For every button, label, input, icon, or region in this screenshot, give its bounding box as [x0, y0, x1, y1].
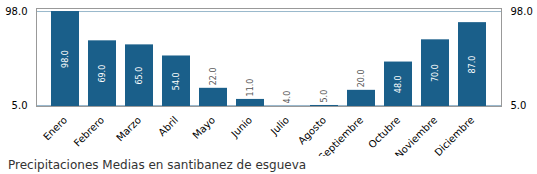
- svg-text:Diciembre: Diciembre: [432, 114, 476, 156]
- svg-text:48.0: 48.0: [394, 75, 403, 93]
- svg-text:69.0: 69.0: [98, 65, 107, 83]
- svg-text:Mayo: Mayo: [190, 114, 217, 141]
- svg-text:Junio: Junio: [228, 114, 254, 140]
- svg-text:Octubre: Octubre: [366, 114, 402, 150]
- svg-text:Abril: Abril: [156, 114, 180, 138]
- svg-text:98.0: 98.0: [511, 6, 533, 17]
- svg-text:11.0: 11.0: [246, 79, 255, 97]
- svg-text:Febrero: Febrero: [72, 114, 106, 148]
- svg-text:87.0: 87.0: [468, 56, 477, 74]
- svg-text:5.0: 5.0: [12, 100, 28, 111]
- svg-text:70.0: 70.0: [431, 64, 440, 82]
- svg-text:5.0: 5.0: [511, 100, 527, 111]
- svg-text:22.0: 22.0: [209, 68, 218, 86]
- svg-text:20.0: 20.0: [357, 70, 366, 88]
- svg-text:Enero: Enero: [41, 114, 69, 142]
- svg-text:98.0: 98.0: [61, 50, 70, 68]
- svg-text:Agosto: Agosto: [296, 114, 328, 146]
- svg-text:Julio: Julio: [268, 114, 291, 137]
- svg-text:54.0: 54.0: [172, 72, 181, 90]
- svg-text:65.0: 65.0: [135, 67, 144, 85]
- svg-text:98.0: 98.0: [5, 6, 27, 17]
- svg-text:4.0: 4.0: [283, 91, 292, 104]
- svg-text:5.0: 5.0: [320, 90, 329, 103]
- svg-text:Marzo: Marzo: [114, 114, 143, 143]
- svg-text:Septiembre: Septiembre: [316, 114, 365, 156]
- html-text:Precipitaciones Medias en sant: Precipitaciones Medias en santibanez de …: [8, 158, 307, 172]
